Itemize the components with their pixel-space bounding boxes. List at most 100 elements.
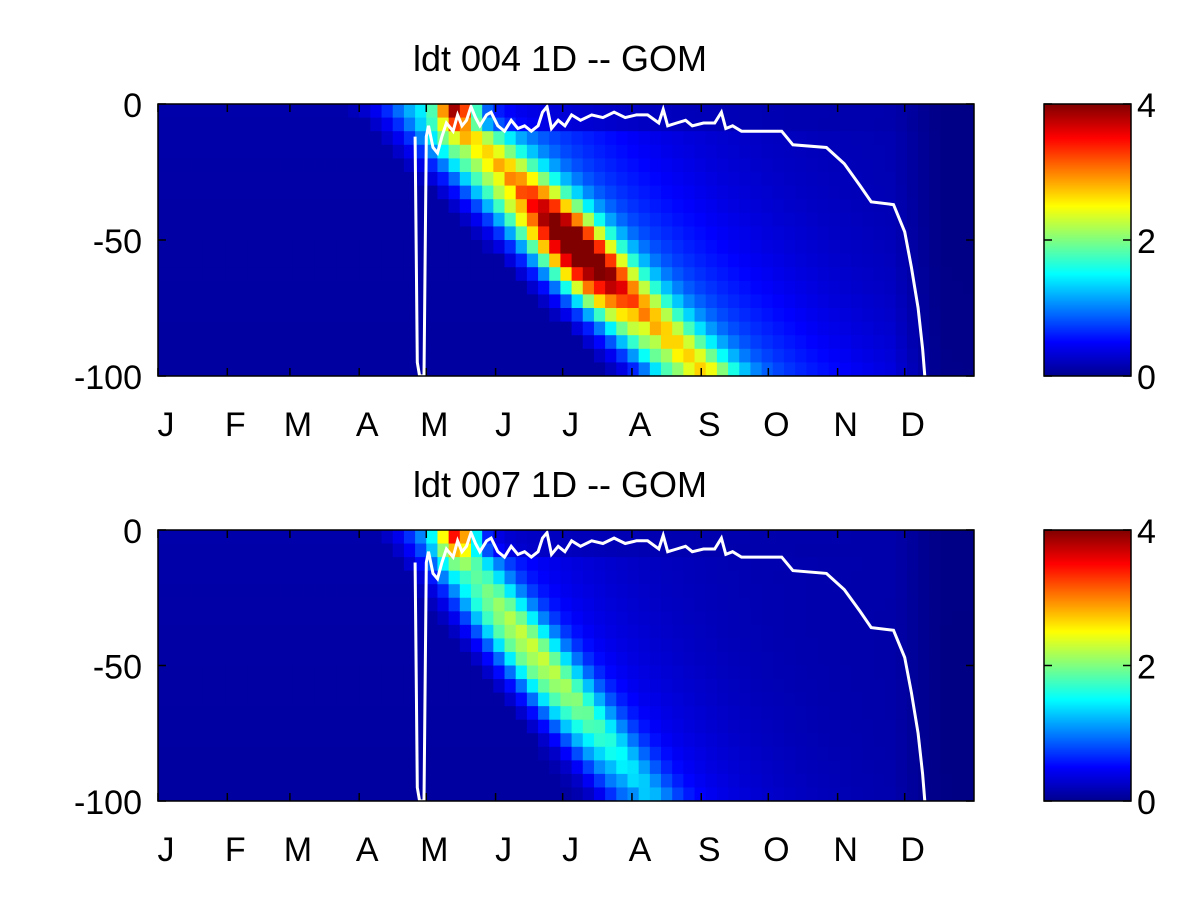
heatmap-cell bbox=[705, 530, 718, 545]
heatmap-cell bbox=[739, 570, 752, 585]
heatmap-cell bbox=[504, 308, 517, 323]
heatmap-cell bbox=[158, 760, 170, 775]
heatmap-cell bbox=[951, 144, 964, 159]
heatmap-cell bbox=[593, 172, 606, 187]
heatmap-cell bbox=[616, 267, 629, 282]
heatmap-cell bbox=[538, 557, 550, 572]
heatmap-cell bbox=[582, 172, 595, 187]
heatmap-cell bbox=[303, 773, 316, 789]
heatmap-cell bbox=[247, 280, 260, 295]
heatmap-cell bbox=[258, 294, 271, 309]
heatmap-cell bbox=[806, 543, 819, 558]
heatmap-cell bbox=[884, 746, 897, 761]
heatmap-cell bbox=[158, 624, 170, 639]
heatmap-cell bbox=[783, 199, 796, 214]
heatmap-cell bbox=[381, 362, 394, 376]
heatmap-cell bbox=[370, 733, 383, 748]
heatmap-cell bbox=[191, 104, 204, 119]
heatmap-cell bbox=[370, 624, 383, 639]
heatmap-cell bbox=[437, 212, 450, 227]
heatmap-cell bbox=[728, 253, 740, 268]
heatmap-cell bbox=[582, 760, 595, 775]
heatmap-cell bbox=[269, 294, 282, 309]
heatmap-cell bbox=[403, 253, 416, 268]
heatmap-cell bbox=[370, 651, 383, 667]
heatmap-cell bbox=[795, 597, 807, 612]
heatmap-cell bbox=[906, 665, 919, 680]
heatmap-cell bbox=[280, 226, 293, 241]
heatmap-cell bbox=[817, 240, 830, 255]
heatmap-cell bbox=[638, 787, 651, 801]
heatmap-cell bbox=[906, 733, 919, 748]
heatmap-cell bbox=[772, 557, 785, 572]
heatmap-cell bbox=[817, 267, 830, 282]
heatmap-cell bbox=[437, 199, 450, 214]
heatmap-cell bbox=[180, 362, 193, 376]
heatmap-cell bbox=[426, 104, 439, 119]
heatmap-cell bbox=[459, 530, 472, 545]
heatmap-cell bbox=[348, 733, 360, 748]
heatmap-cell bbox=[895, 624, 908, 639]
heatmap-cell bbox=[482, 131, 494, 146]
heatmap-cell bbox=[247, 131, 260, 146]
heatmap-cell bbox=[571, 706, 584, 721]
heatmap-cell bbox=[459, 638, 472, 653]
heatmap-cell bbox=[292, 787, 304, 801]
heatmap-cell bbox=[638, 172, 651, 187]
heatmap-cell bbox=[448, 172, 461, 187]
heatmap-cell bbox=[571, 185, 584, 200]
heatmap-cell bbox=[336, 787, 349, 801]
heatmap-cell bbox=[638, 733, 651, 748]
heatmap-cell bbox=[929, 185, 942, 200]
heatmap-cell bbox=[549, 226, 562, 241]
heatmap-cell bbox=[459, 570, 472, 585]
heatmap-cell bbox=[661, 584, 673, 599]
heatmap-cell bbox=[951, 597, 964, 612]
heatmap-cell bbox=[795, 719, 807, 734]
heatmap-cell bbox=[884, 321, 897, 336]
heatmap-cell bbox=[750, 321, 763, 336]
heatmap-cell bbox=[348, 280, 360, 295]
heatmap-cell bbox=[638, 104, 651, 119]
heatmap-cell bbox=[247, 692, 260, 707]
heatmap-cell bbox=[258, 651, 271, 667]
heatmap-cell bbox=[370, 773, 383, 789]
heatmap-cell bbox=[415, 760, 427, 775]
heatmap-cell bbox=[795, 104, 807, 119]
x-tick-label: A bbox=[629, 831, 652, 869]
heatmap-cell bbox=[839, 321, 852, 336]
heatmap-cell bbox=[739, 651, 752, 667]
heatmap-cell bbox=[694, 362, 707, 376]
heatmap-cell bbox=[415, 294, 427, 309]
heatmap-cell bbox=[694, 199, 707, 214]
heatmap-cell bbox=[683, 348, 696, 363]
heatmap-cell bbox=[303, 665, 316, 680]
heatmap-cell bbox=[672, 267, 684, 282]
heatmap-cell bbox=[750, 348, 763, 363]
heatmap-cell bbox=[716, 280, 729, 295]
heatmap-cell bbox=[605, 760, 617, 775]
heatmap-cell bbox=[839, 773, 852, 789]
heatmap-cell bbox=[750, 570, 763, 585]
heatmap-cell bbox=[761, 253, 774, 268]
heatmap-cell bbox=[191, 294, 204, 309]
heatmap-cell bbox=[448, 267, 461, 282]
heatmap-cell bbox=[459, 117, 472, 132]
heatmap-cell bbox=[638, 692, 651, 707]
heatmap-cell bbox=[169, 117, 181, 132]
heatmap-cell bbox=[627, 638, 640, 653]
heatmap-cell bbox=[325, 212, 338, 227]
heatmap-cell bbox=[951, 335, 964, 350]
heatmap-cell bbox=[593, 597, 606, 612]
heatmap-cell bbox=[247, 638, 260, 653]
heatmap-cell bbox=[538, 348, 550, 363]
heatmap-cell bbox=[728, 144, 740, 159]
heatmap-cell bbox=[940, 294, 953, 309]
heatmap-cell bbox=[817, 199, 830, 214]
heatmap-cell bbox=[549, 144, 562, 159]
heatmap-cell bbox=[605, 638, 617, 653]
heatmap-cell bbox=[593, 267, 606, 282]
heatmap-cell bbox=[661, 172, 673, 187]
heatmap-cell bbox=[526, 226, 539, 241]
heatmap-cell bbox=[728, 199, 740, 214]
